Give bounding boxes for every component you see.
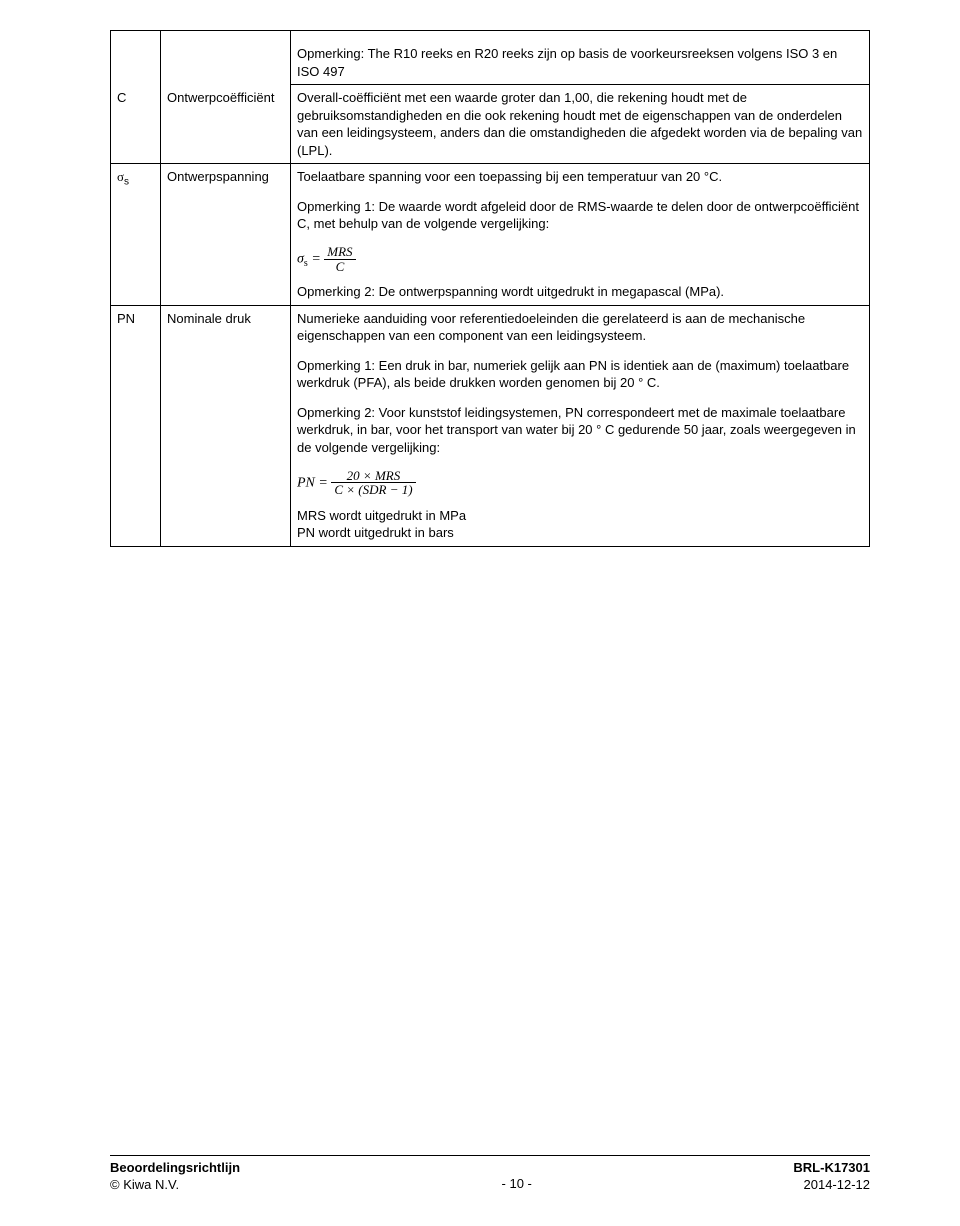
page-footer: Beoordelingsrichtlijn © Kiwa N.V. - 10 -… bbox=[110, 1155, 870, 1194]
page-number: - 10 - bbox=[240, 1176, 793, 1193]
footer-copyright: © Kiwa N.V. bbox=[110, 1177, 240, 1194]
definition-note: Opmerking 2: Voor kunststof leidingsyste… bbox=[297, 404, 863, 457]
footer-center: - 10 - bbox=[240, 1160, 793, 1193]
definitions-table: Opmerking: The R10 reeks en R20 reeks zi… bbox=[110, 30, 870, 547]
definition-text: MRS wordt uitgedrukt in MPa bbox=[297, 507, 863, 525]
symbol-cell bbox=[111, 31, 161, 85]
definition-cell: Opmerking: The R10 reeks en R20 reeks zi… bbox=[291, 31, 870, 85]
definition-note: Opmerking 1: Een druk in bar, numeriek g… bbox=[297, 357, 863, 392]
definition-text: Opmerking: The R10 reeks en R20 reeks zi… bbox=[297, 45, 863, 80]
footer-right: BRL-K17301 2014-12-12 bbox=[793, 1160, 870, 1194]
table-row: Opmerking: The R10 reeks en R20 reeks zi… bbox=[111, 31, 870, 85]
term-cell: Ontwerpspanning bbox=[161, 164, 291, 305]
definition-text: Numerieke aanduiding voor referentiedoel… bbox=[297, 310, 863, 345]
term-cell: Nominale druk bbox=[161, 305, 291, 546]
footer-doc-code: BRL-K17301 bbox=[793, 1160, 870, 1177]
definition-text: Toelaatbare spanning voor een toepassing… bbox=[297, 168, 863, 186]
definition-cell: Overall-coëfficiënt met een waarde grote… bbox=[291, 85, 870, 164]
definition-note: Opmerking 1: De waarde wordt afgeleid do… bbox=[297, 198, 863, 233]
term-cell bbox=[161, 31, 291, 85]
definition-note: Opmerking 2: De ontwerpspanning wordt ui… bbox=[297, 283, 863, 301]
symbol-cell: C bbox=[111, 85, 161, 164]
footer-date: 2014-12-12 bbox=[793, 1177, 870, 1194]
symbol-cell: σs bbox=[111, 164, 161, 305]
table-row: PN Nominale druk Numerieke aanduiding vo… bbox=[111, 305, 870, 546]
definition-cell: Toelaatbare spanning voor een toepassing… bbox=[291, 164, 870, 305]
formula: σs = MRSC bbox=[297, 245, 863, 273]
footer-left: Beoordelingsrichtlijn © Kiwa N.V. bbox=[110, 1160, 240, 1194]
definition-cell: Numerieke aanduiding voor referentiedoel… bbox=[291, 305, 870, 546]
table-row: σs Ontwerpspanning Toelaatbare spanning … bbox=[111, 164, 870, 305]
term-cell: Ontwerpcoëfficiënt bbox=[161, 85, 291, 164]
definition-text: PN wordt uitgedrukt in bars bbox=[297, 524, 863, 542]
formula: PN = 20 × MRSC × (SDR − 1) bbox=[297, 469, 863, 497]
symbol-cell: PN bbox=[111, 305, 161, 546]
footer-doc-title: Beoordelingsrichtlijn bbox=[110, 1160, 240, 1177]
table-row: C Ontwerpcoëfficiënt Overall-coëfficiënt… bbox=[111, 85, 870, 164]
definition-text: Overall-coëfficiënt met een waarde grote… bbox=[297, 90, 862, 158]
